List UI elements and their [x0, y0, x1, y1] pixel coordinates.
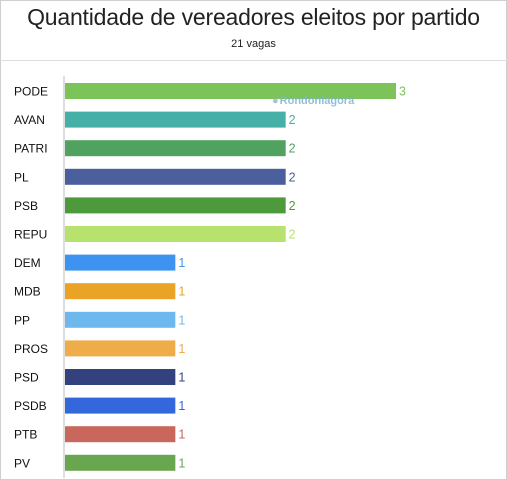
value-label: 1 [178, 456, 185, 470]
bar [65, 140, 286, 157]
category-label: DEM [14, 256, 41, 270]
bar [65, 226, 286, 242]
chart-title: Quantidade de vereadores eleitos por par… [27, 4, 480, 30]
category-label: PROS [14, 342, 48, 356]
category-label: PL [14, 170, 29, 184]
logo-icon: ● [272, 95, 279, 107]
chart-subtitle: 21 vagas [231, 38, 276, 50]
bar [65, 311, 176, 328]
category-label: REPU [14, 228, 47, 242]
value-label: 2 [289, 142, 296, 156]
bar [65, 369, 176, 385]
category-label: PODE [14, 85, 48, 99]
watermark-logo: ●Rondoniagora [272, 95, 354, 107]
value-label: 3 [399, 85, 406, 99]
category-label: PSB [14, 199, 38, 213]
bar [65, 111, 286, 128]
category-label: AVAN [14, 113, 45, 127]
bar [65, 283, 176, 300]
header-divider [0, 60, 507, 61]
bar [65, 254, 176, 271]
category-label: PSD [14, 371, 39, 385]
category-label: PATRI [14, 142, 48, 156]
value-label: 1 [178, 285, 185, 299]
value-label: 2 [289, 199, 296, 213]
category-label: PP [14, 313, 30, 327]
value-label: 1 [178, 399, 185, 413]
category-label: PSDB [14, 399, 47, 413]
category-label: MDB [14, 285, 41, 299]
category-label: PTB [14, 428, 37, 442]
bar [65, 168, 286, 185]
value-label: 1 [178, 256, 185, 270]
bar [65, 340, 176, 357]
value-label: 1 [178, 371, 185, 385]
watermark-text: Rondoniagora [279, 95, 355, 107]
bar [65, 426, 176, 443]
bar [65, 454, 176, 471]
value-label: 1 [178, 342, 185, 356]
bar [65, 197, 286, 214]
category-label: PV [14, 456, 30, 470]
value-label: 1 [178, 313, 185, 327]
value-label: 1 [178, 428, 185, 442]
bar [65, 397, 176, 414]
value-label: 2 [289, 170, 296, 184]
bar [65, 83, 396, 99]
value-label: 2 [289, 228, 296, 242]
value-label: 2 [289, 113, 296, 127]
